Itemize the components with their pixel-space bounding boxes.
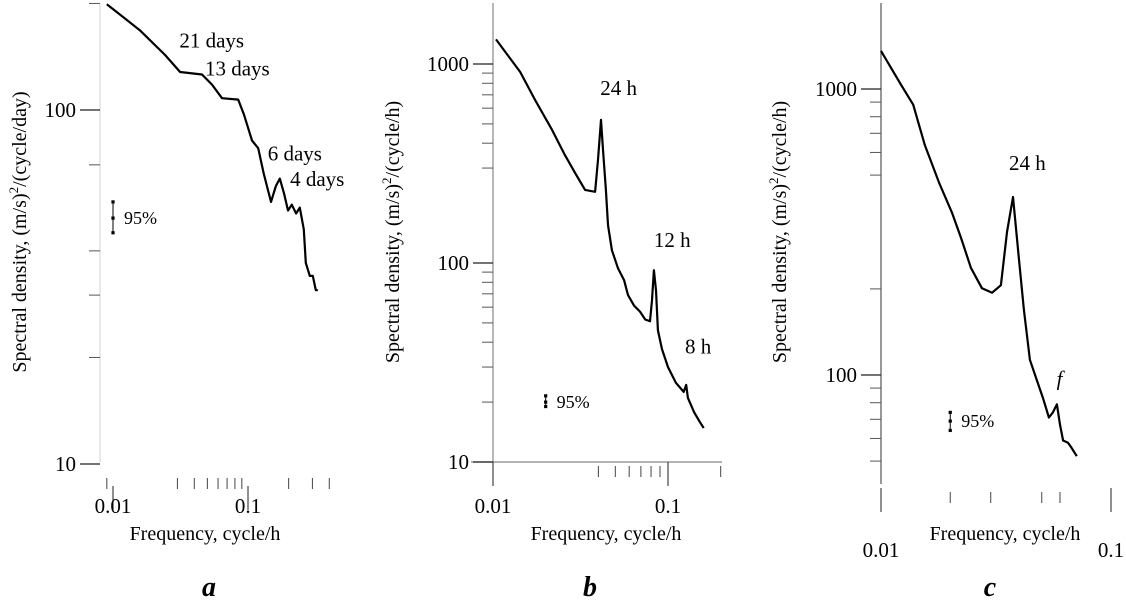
y-tick-label: 10 [448,450,469,474]
peak-annotation: 24 h [1009,151,1046,175]
peak-annotation: 12 h [654,228,691,252]
panel-label: c [984,572,997,603]
confidence-bar-point [544,400,548,404]
x-axis-title: Frequency, cycle/h [531,523,682,545]
y-tick-label: 100 [826,363,858,387]
y-axis-title-main: Spectral density, (m/s) [382,184,404,363]
confidence-bar-point [948,419,952,423]
y-axis-title-superscript: 2 [766,177,781,184]
y-axis-title-main: Spectral density, (m/s) [9,193,31,372]
panel-label: a [202,572,216,603]
y-axis-title-main: Spectral density, (m/s) [769,184,791,363]
y-axis-title-unit: /(cycle/day) [9,91,31,187]
y-tick-label: 100 [45,98,77,122]
spectrum-line [880,50,1078,457]
peak-annotation: 8 h [685,335,712,359]
peak-annotation: f [1057,366,1066,390]
panel-a: 10 100 0.01 0.1 Frequency, cycle/h Spectral d… [6,2,344,603]
confidence-label: 95% [557,392,590,412]
spectrum-line [106,3,318,292]
y-axis-title: Spectral density, (m/s)2/(cycle/h) [766,101,791,363]
x-tick-label: 0.1 [1098,538,1124,562]
panel-b: 10 100 1000 0.01 0.1 Frequency, cycle/h Spectr… [379,3,722,603]
confidence-bar-point [544,404,548,409]
confidence-label: 95% [961,411,994,431]
spectrum-line [495,38,705,429]
y-axis-title-unit: /(cycle/h) [382,101,404,178]
y-axis-title-unit: /(cycle/h) [769,101,791,178]
peak-annotation: 6 days [268,142,322,166]
x-axis-title: Frequency, cycle/h [130,523,281,545]
x-tick-label: 0.01 [475,494,512,518]
peak-annotation: 21 days [179,29,244,53]
y-tick-label: 1000 [427,52,469,76]
x-tick-label: 0.1 [235,494,261,518]
y-tick-label: 100 [438,251,470,275]
confidence-bar-point [544,394,548,398]
panel-c: 100 1000 0.01 0.1 Frequency, cycle/h Spectral… [766,3,1124,603]
x-tick-label: 0.1 [655,494,681,518]
peak-annotation: 24 h [600,76,637,100]
confidence-bar-point [948,428,952,433]
panel-label: b [583,572,597,603]
y-axis-title-superscript: 2 [6,187,21,194]
x-tick-label: 0.01 [95,494,132,518]
x-axis-title: Frequency, cycle/h [930,523,1081,545]
confidence-bar-point [111,231,115,235]
x-tick-label: 0.01 [863,538,900,562]
y-tick-label: 1000 [815,77,857,101]
y-axis-title-superscript: 2 [379,177,394,184]
confidence-bar-point [948,410,952,414]
y-axis-title: Spectral density, (m/s)2/(cycle/day) [6,91,31,372]
y-tick-label: 10 [55,452,76,476]
peak-annotation: 13 days [205,57,270,81]
y-axis-title: Spectral density, (m/s)2/(cycle/h) [379,101,404,363]
confidence-bar-point [111,200,115,204]
peak-annotation: 4 days [290,167,344,191]
confidence-bar-point [111,216,115,220]
confidence-label: 95% [124,208,157,228]
